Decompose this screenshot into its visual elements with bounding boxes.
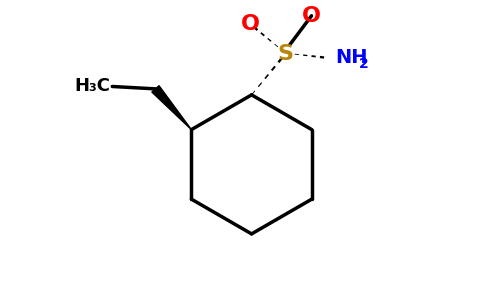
- Text: O: O: [241, 14, 260, 34]
- Text: H₃C: H₃C: [74, 77, 110, 95]
- Text: O: O: [302, 6, 321, 26]
- Text: S: S: [277, 44, 293, 64]
- Polygon shape: [152, 86, 191, 130]
- Text: 2: 2: [359, 57, 368, 71]
- Text: NH: NH: [335, 49, 368, 68]
